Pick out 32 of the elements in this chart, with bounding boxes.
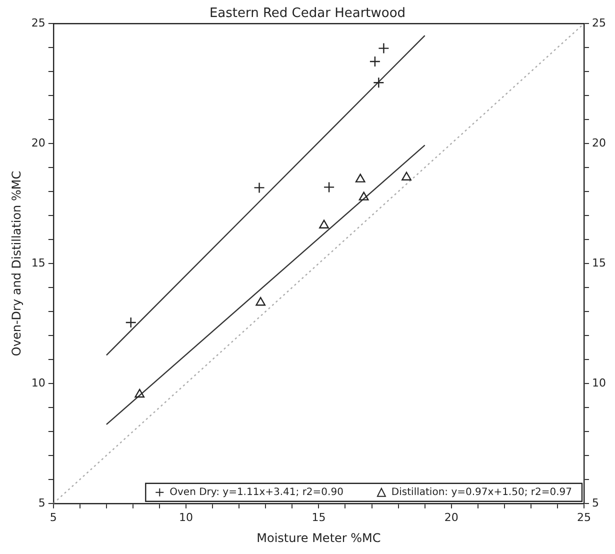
y-tick-label: 15: [31, 256, 46, 270]
point: [254, 182, 265, 194]
x-tick-label: 5: [50, 510, 57, 524]
legend-label: Distillation: y=0.97x+1.50; r2=0.97: [391, 486, 572, 498]
point: [358, 192, 369, 200]
chart-title: Eastern Red Cedar Heartwood: [209, 6, 406, 22]
y2-tick-label: 10: [592, 376, 606, 390]
y2-tick-label: 25: [592, 16, 606, 30]
y2-tick-label: 15: [592, 256, 606, 270]
x-tick-label: 10: [179, 510, 194, 524]
y-tick-label: 20: [31, 136, 46, 150]
point: [402, 172, 412, 180]
x-tick-label: 25: [577, 510, 592, 524]
point: [125, 316, 136, 328]
x-tick-label: 20: [444, 510, 458, 524]
y-tick-label: 10: [31, 376, 46, 390]
y-tick-label: 25: [31, 16, 46, 30]
point: [355, 174, 366, 182]
x-axis-title: Moisture Meter %MC: [256, 530, 381, 545]
legend-label: Oven Dry: y=1.11x+3.41; r2=0.90: [170, 486, 344, 498]
point: [323, 182, 335, 193]
point: [378, 42, 390, 54]
y2-tick-label: 5: [592, 496, 600, 510]
point: [373, 77, 384, 88]
x-tick-label: 15: [312, 510, 326, 524]
point: [319, 220, 329, 228]
y-axis-title: Oven-Dry and Distillation %MC: [9, 170, 24, 356]
y2-tick-label: 20: [592, 136, 606, 150]
point: [256, 297, 266, 306]
point: [134, 388, 145, 398]
point: [369, 56, 381, 68]
y-tick-label: 5: [38, 496, 46, 510]
